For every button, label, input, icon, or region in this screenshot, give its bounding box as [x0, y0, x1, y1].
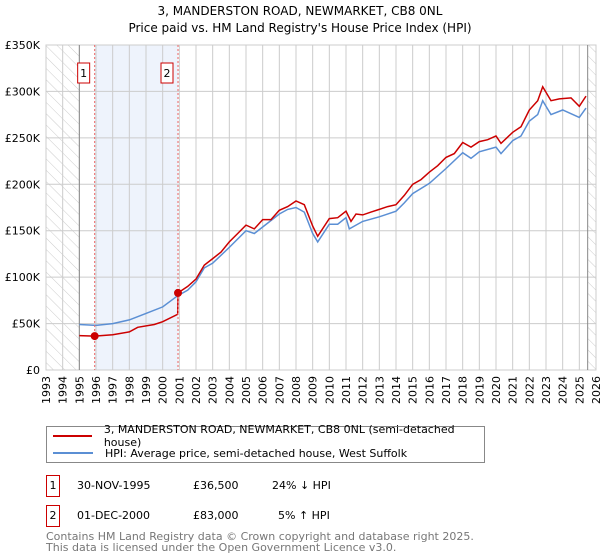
x-tick-label: 2011 — [340, 376, 353, 404]
hatched-region — [587, 45, 596, 370]
sale-point — [174, 288, 182, 297]
x-tick-label: 1999 — [140, 376, 153, 404]
y-tick-label: £150K — [5, 225, 41, 238]
x-tick-label: 1998 — [123, 376, 136, 404]
x-tick-label: 1996 — [90, 376, 103, 404]
x-tick-label: 2010 — [323, 376, 336, 404]
hpi-line — [79, 98, 587, 327]
legend-swatch-red — [53, 435, 92, 437]
x-tick-label: 1997 — [107, 376, 120, 404]
legend-swatch-blue — [53, 452, 93, 454]
sale-label-box — [77, 62, 91, 84]
sale-marker-badge: 1 — [46, 475, 60, 497]
sale-date: 01-DEC-2000 — [77, 509, 151, 522]
x-tick-label: 2002 — [190, 376, 203, 404]
property-price-line — [79, 85, 587, 337]
price-chart: 1 2 1993 1994 1995 1996 1997 1998 1999 2000 2001 20… — [5, 39, 600, 404]
sale-price: £36,500 — [193, 479, 239, 492]
x-tick-label: 2020 — [490, 376, 503, 404]
legend: 3, MANDERSTON ROAD, NEWMARKET, CB8 0NL (… — [46, 423, 485, 463]
y-tick-label: £0 — [26, 364, 40, 377]
y-tick-label: £350K — [5, 39, 41, 52]
y-tick-label: £100K — [5, 271, 41, 284]
plot-frame — [45, 44, 597, 371]
x-tick-label: 2025 — [573, 376, 586, 404]
sale-hpi-diff: 24% ↓ HPI — [272, 479, 331, 492]
x-tick-label: 2022 — [523, 376, 536, 404]
y-tick-label: £50K — [12, 318, 41, 331]
x-tick-label: 2013 — [373, 376, 386, 404]
sale-hpi-diff: 5% ↑ HPI — [278, 509, 330, 522]
chart-subtitle: Price paid vs. HM Land Registry's House … — [128, 21, 472, 35]
y-tick-label: £250K — [5, 132, 41, 145]
footer-licence: This data is licensed under the Open Gov… — [46, 541, 397, 554]
x-tick-label: 2001 — [173, 376, 186, 404]
x-tick-label: 2004 — [223, 376, 236, 404]
legend-label: HPI: Average price, semi-detached house,… — [105, 446, 408, 460]
legend-item-property: 3, MANDERSTON ROAD, NEWMARKET, CB8 0NL (… — [53, 423, 484, 449]
y-tick-label: £200K — [5, 178, 41, 191]
x-tick-label: 2019 — [473, 376, 486, 404]
x-tick-label: 2005 — [240, 376, 253, 404]
x-tick-label: 2015 — [407, 376, 420, 404]
chart-title: 3, MANDERSTON ROAD, NEWMARKET, CB8 0NL — [157, 4, 443, 18]
sale-point — [90, 332, 99, 341]
x-tick-label: 2009 — [307, 376, 320, 404]
x-tick-label: 2000 — [157, 376, 170, 404]
y-tick-label: £300K — [5, 85, 41, 98]
x-tick-label: 2003 — [207, 376, 220, 404]
sale-marker-badge: 2 — [46, 505, 60, 527]
x-tick-label: 2006 — [257, 376, 270, 404]
x-tick-label: 2021 — [507, 376, 520, 404]
x-tick-label: 2026 — [590, 376, 600, 404]
sale-price: £83,000 — [193, 509, 239, 522]
legend-item-hpi: HPI: Average price, semi-detached house,… — [53, 445, 407, 461]
x-tick-label: 1995 — [73, 376, 86, 404]
sale-label: 2 — [164, 67, 171, 80]
ownership-shaded-band — [94, 45, 178, 370]
x-tick-label: 2008 — [290, 376, 303, 404]
legend-label: 3, MANDERSTON ROAD, NEWMARKET, CB8 0NL (… — [103, 423, 455, 449]
x-tick-label: 2012 — [357, 376, 370, 404]
x-tick-label: 2018 — [457, 376, 470, 404]
x-tick-label: 2016 — [423, 376, 436, 404]
x-tick-label: 2024 — [557, 376, 570, 404]
x-tick-label: 1994 — [57, 376, 70, 404]
sale-date: 30-NOV-1995 — [77, 479, 151, 492]
x-tick-label: 2014 — [390, 376, 403, 404]
footer-copyright: Contains HM Land Registry data © Crown c… — [46, 530, 474, 543]
sale-label: 1 — [80, 67, 87, 80]
x-tick-label: 1993 — [40, 376, 53, 404]
x-tick-label: 2007 — [273, 376, 286, 404]
x-tick-label: 2017 — [440, 376, 453, 404]
x-tick-label: 2023 — [540, 376, 553, 404]
sale-label-box — [160, 62, 174, 84]
